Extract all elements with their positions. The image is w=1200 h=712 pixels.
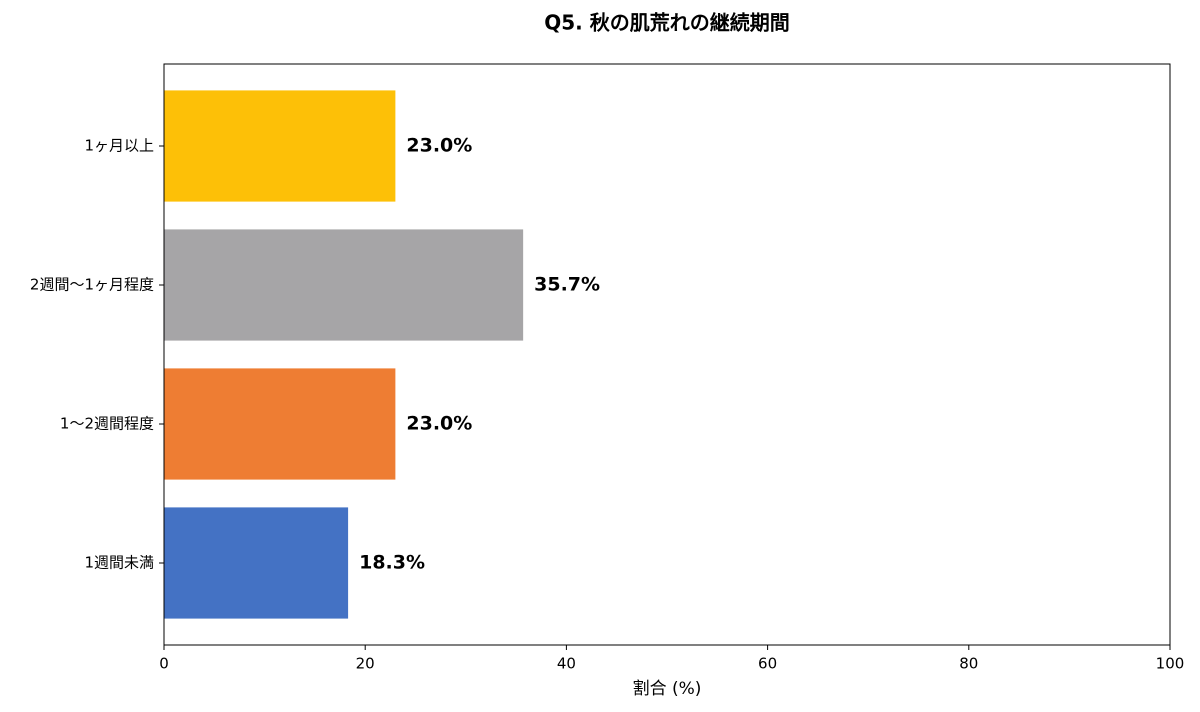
y-tick-label: 2週間〜1ヶ月程度 [30, 276, 154, 294]
x-tick-label: 40 [557, 655, 576, 673]
x-tick-label: 0 [159, 655, 169, 673]
bar [164, 368, 396, 480]
x-axis-label: 割合 (%) [633, 679, 702, 699]
x-tick-label: 60 [758, 655, 777, 673]
value-label: 23.0% [406, 412, 472, 434]
chart-title: Q5. 秋の肌荒れの継続期間 [544, 11, 789, 35]
plot-frame [163, 63, 1171, 646]
value-label: 35.7% [534, 274, 600, 296]
x-tick-label: 20 [356, 655, 375, 673]
value-label: 18.3% [359, 551, 425, 573]
bar [164, 90, 396, 202]
y-tick-label: 1ヶ月以上 [84, 137, 154, 155]
y-tick-label: 1週間未満 [84, 553, 154, 571]
value-label: 23.0% [406, 135, 472, 157]
y-tick-label: 1〜2週間程度 [60, 414, 154, 432]
x-tick-label: 80 [959, 655, 978, 673]
x-tick-label: 100 [1156, 655, 1185, 673]
bar [164, 507, 349, 619]
bar [164, 229, 524, 341]
